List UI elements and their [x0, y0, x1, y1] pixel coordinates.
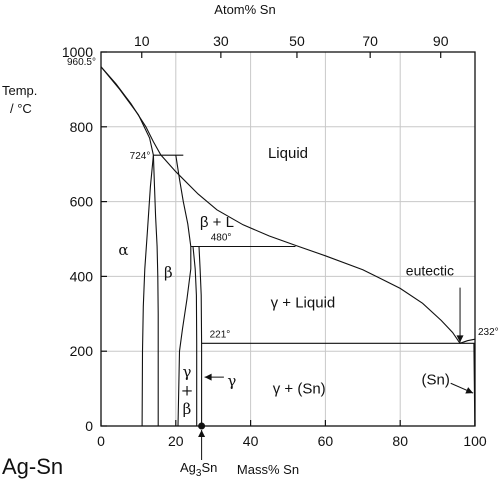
- x2-axis-title: Atom% Sn: [214, 2, 275, 17]
- annotation-232-: 232°: [478, 327, 499, 338]
- y-tick-label-200: 200: [70, 343, 94, 359]
- region-label-6: +: [181, 381, 194, 399]
- y-tick-label-400: 400: [70, 268, 94, 284]
- x-tick-label-80: 80: [392, 433, 408, 449]
- ag3sn-element-sn: Sn: [201, 460, 217, 475]
- y-tick-label-600: 600: [70, 194, 94, 210]
- plot-frame: [100, 51, 476, 427]
- y-tick-label-0: 0: [85, 418, 93, 434]
- annotation-eutectic: eutectic: [406, 262, 454, 278]
- sn-arrow-head: [465, 387, 474, 394]
- ag3sn-element-ag: Ag: [180, 460, 196, 475]
- x2-tick-label-70: 70: [362, 33, 378, 49]
- region-label-0: Liquid: [268, 145, 308, 162]
- x2-tick-label-90: 90: [433, 33, 449, 49]
- arrows: [198, 287, 474, 460]
- x-tick-label-40: 40: [243, 433, 259, 449]
- annotation-960-5-: 960.5°: [67, 57, 96, 68]
- x2-tick-label-10: 10: [134, 33, 150, 49]
- y-tick-label-1000: 1000: [62, 44, 93, 60]
- x-tick-label-0: 0: [97, 433, 105, 449]
- svg-text:Ag3Sn: Ag3Sn: [180, 460, 217, 479]
- x-axis-title: Mass% Sn: [237, 462, 299, 477]
- region-label-4: β: [164, 264, 173, 282]
- ag3sn-subscript: 3: [196, 468, 202, 479]
- phase-boundaries: [100, 66, 476, 427]
- beta-left-line: [152, 155, 159, 426]
- annotation-480-: 480°: [211, 232, 232, 243]
- x-tick-label-20: 20: [168, 433, 184, 449]
- x-tick-label-60: 60: [318, 433, 334, 449]
- liquidus-line: [100, 66, 476, 344]
- region-label-2: γ + Liquid: [271, 295, 336, 312]
- region-label-9: γ + (Sn): [273, 381, 326, 398]
- y-axis-title-line2: / °C: [10, 101, 32, 116]
- temperature-annotations: 960.5° 724° 480° 221° 232° eutectic: [67, 57, 499, 341]
- beta-right-line: [175, 155, 192, 427]
- eutectic-arrow-head: [456, 335, 464, 343]
- x2-tick-label-50: 50: [289, 33, 305, 49]
- x-tick-label-100: 100: [463, 433, 487, 449]
- ag3sn-compound-label: Ag3Sn: [180, 460, 217, 479]
- annotation-724-: 724°: [130, 151, 151, 162]
- y-tick-label-800: 800: [70, 119, 94, 135]
- region-label-5: γ: [183, 363, 192, 381]
- solidus-alpha-line: [100, 66, 154, 427]
- region-label-7: β: [183, 400, 192, 418]
- gamma-right-line: [198, 246, 203, 426]
- region-label-8: γ: [227, 372, 236, 390]
- region-label-1: β + L: [200, 214, 234, 231]
- y-axis-title-line1: Temp.: [2, 83, 37, 98]
- gamma-left-line: [192, 246, 198, 426]
- ag3sn-marker: [198, 422, 206, 430]
- region-label-10: (Sn): [422, 371, 450, 388]
- x2-tick-label-30: 30: [213, 33, 229, 49]
- chart-title: Ag-Sn: [2, 454, 63, 479]
- annotation-221-: 221°: [210, 329, 231, 340]
- region-label-3: α: [118, 241, 128, 259]
- ag3sn-arrow-head: [198, 430, 206, 437]
- gamma-arrow-head: [204, 373, 212, 381]
